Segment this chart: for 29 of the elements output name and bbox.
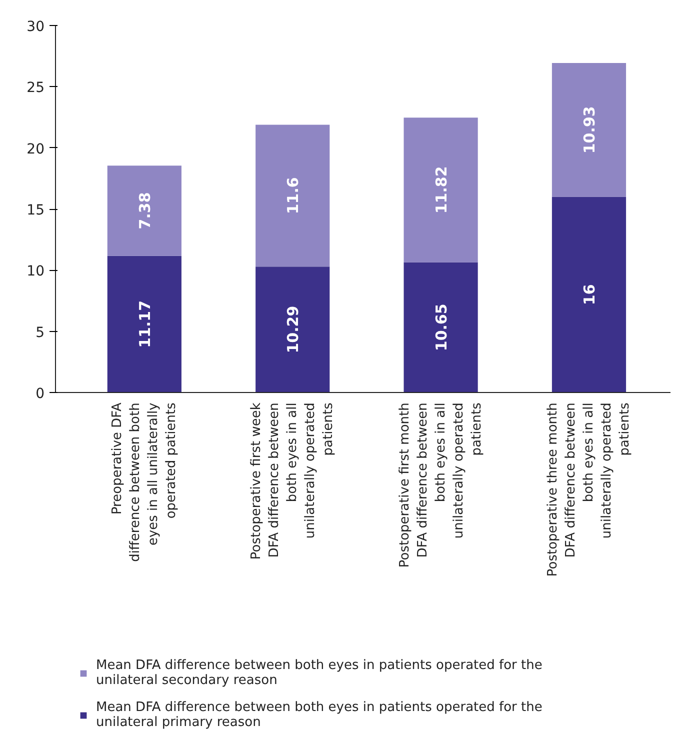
bar xyxy=(552,63,626,197)
bar xyxy=(107,166,182,256)
bar xyxy=(256,124,330,267)
y-tick-label: 10 xyxy=(26,264,45,280)
x-tick-label: Postoperative first week DFA difference between both eyes in all unilaterally operated patients xyxy=(249,402,336,560)
x-tick-label: Preoperative DFA difference between both eyes in all unilaterally operated patients xyxy=(110,402,179,562)
bar xyxy=(552,196,626,392)
bar xyxy=(256,266,330,392)
legend-label: Mean DFA difference between both eyes in patients operated for the unilateral secondary reason xyxy=(96,658,542,688)
bar xyxy=(404,262,478,392)
data-label: 11.82 xyxy=(432,166,450,214)
y-tick-label: 15 xyxy=(26,202,45,218)
data-label: 11.17 xyxy=(136,300,154,348)
data-label: 10.93 xyxy=(580,106,598,154)
bar xyxy=(107,256,182,392)
y-tick-label: 0 xyxy=(36,386,45,402)
data-label: 11.6 xyxy=(284,177,302,214)
y-tick-label: 5 xyxy=(36,324,45,341)
y-tick-label: 25 xyxy=(26,80,45,96)
legend-label: Mean DFA difference between both eyes in patients operated for the unilateral primary reason xyxy=(96,700,542,730)
bar xyxy=(404,118,478,262)
data-label: 16 xyxy=(580,284,598,306)
data-label: 10.29 xyxy=(284,306,302,354)
y-tick-label: 20 xyxy=(26,141,45,158)
data-label: 10.65 xyxy=(432,304,450,352)
x-tick-label: Postoperative three month DFA difference between both eyes in all unilaterally operated patients xyxy=(545,402,632,577)
x-tick-label: Postoperative first month DFA difference between both eyes in all unilaterally operated patients xyxy=(397,402,484,568)
data-label: 7.38 xyxy=(136,192,154,230)
y-tick-label: 30 xyxy=(26,19,45,35)
